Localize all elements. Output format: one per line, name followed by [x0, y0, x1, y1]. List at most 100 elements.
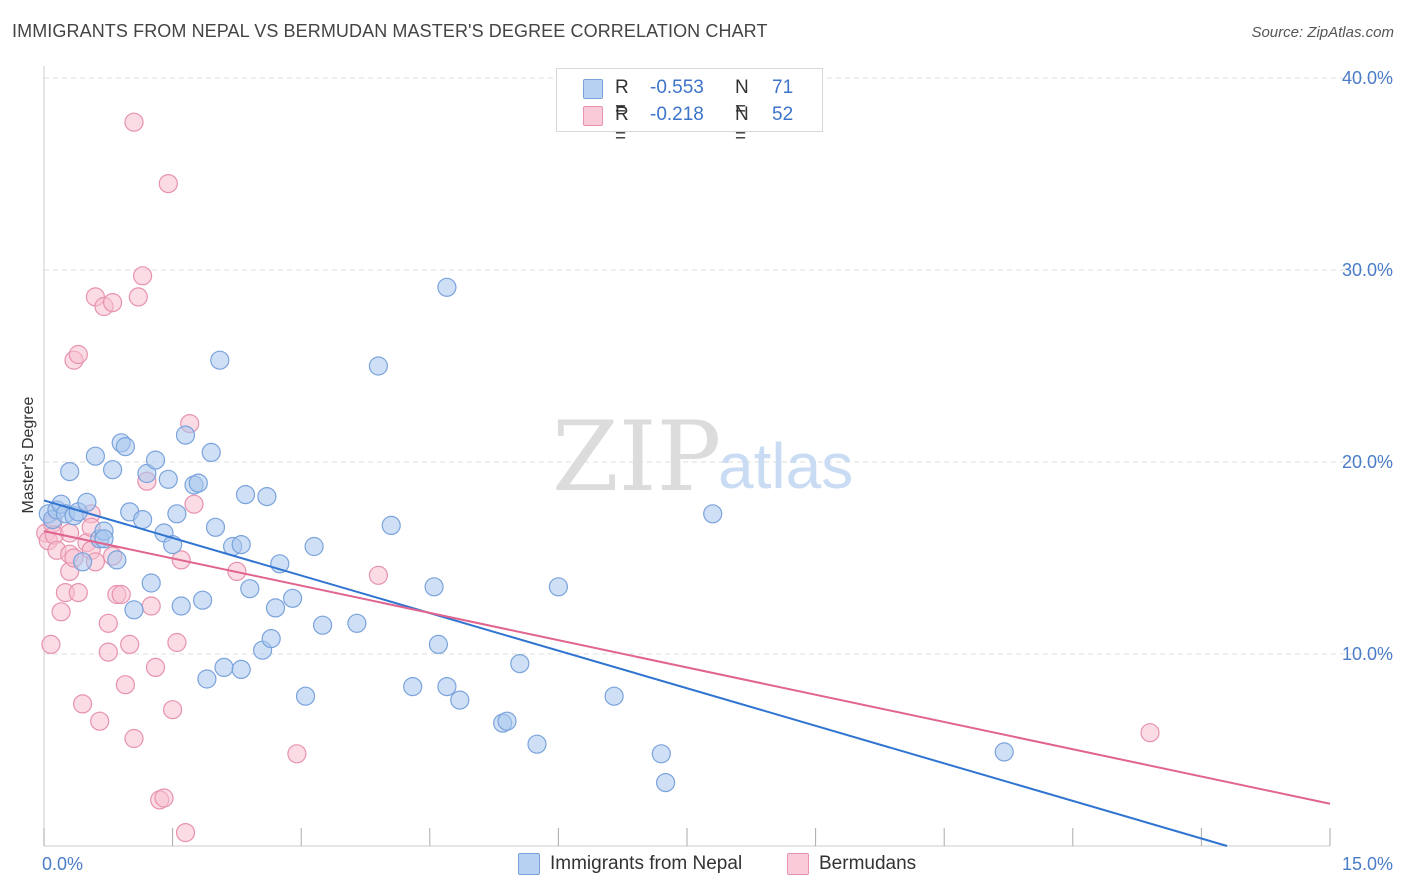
nepal-point: [124, 600, 144, 620]
nepal-point: [231, 534, 251, 555]
bermudans-point: [158, 174, 178, 194]
trend-lines: [43, 499, 1331, 847]
bermudans-point: [115, 675, 136, 695]
bermudans-point: [111, 584, 131, 605]
bermudans-point: [68, 344, 88, 365]
nepal-point: [137, 463, 157, 484]
nepal-point: [651, 744, 671, 764]
nepal-point: [171, 596, 191, 616]
nepal-point: [188, 473, 208, 493]
bermudans-point: [98, 642, 118, 662]
x-tick-label: 0.0%: [42, 854, 83, 874]
bermudans-point: [368, 565, 388, 585]
bermudans-point: [120, 634, 140, 655]
watermark-zip: ZIP: [552, 401, 721, 513]
nepal-point: [655, 772, 676, 793]
nepal-point: [510, 653, 530, 674]
bottom-legend-swatch-bermudans: [787, 853, 809, 875]
x-tick-label: 15.0%: [1342, 854, 1393, 874]
nepal-point: [141, 573, 161, 593]
legend-r-label: R =: [615, 77, 629, 120]
legend-n-label: N =: [735, 104, 749, 147]
bermudans-point: [167, 632, 187, 653]
nepal-point: [107, 550, 127, 570]
legend-r-value: -0.218: [650, 104, 704, 125]
bermudans-point: [154, 788, 174, 808]
nepal-point: [450, 690, 470, 710]
legend-swatch-bermudans: [583, 106, 603, 126]
bermudans-point: [98, 613, 118, 633]
nepal-point: [304, 536, 324, 557]
nepal-point: [347, 613, 367, 633]
nepal-point: [548, 577, 569, 597]
bermudans-point: [145, 657, 166, 678]
nepal-point: [205, 517, 226, 537]
bermudans-point: [124, 112, 144, 132]
nepal-point: [428, 634, 448, 655]
nepal-point: [265, 598, 286, 618]
nepal-point: [261, 628, 281, 649]
watermark-atlas: atlas: [718, 430, 853, 502]
bermudans-point: [60, 523, 80, 543]
bermudans-point: [133, 266, 153, 286]
bermudans-point: [287, 744, 307, 764]
trend-line-bermudans: [43, 530, 1331, 805]
nepal-point: [72, 552, 93, 572]
bottom-legend-label-bermudans: Bermudans: [819, 853, 917, 874]
bermudans-point: [141, 596, 161, 616]
y-tick-label: 40.0%: [1342, 68, 1393, 88]
bermudans-point: [102, 293, 123, 313]
nepal-point: [133, 509, 153, 530]
nepal-point: [60, 462, 80, 482]
nepal-point: [437, 277, 457, 297]
legend-n-value: 52: [772, 104, 794, 125]
legend-n-value: 71: [772, 77, 794, 98]
y-tick-label: 20.0%: [1342, 452, 1393, 472]
nepal-point: [368, 356, 388, 376]
tick-labels: 10.0% 20.0% 30.0% 40.0% 0.0% 15.0%: [42, 68, 1393, 874]
legend-swatch-nepal: [583, 79, 603, 99]
y-tick-label: 30.0%: [1342, 260, 1393, 280]
nepal-point: [77, 492, 97, 512]
nepal-point: [214, 657, 234, 678]
nepal-point: [102, 460, 123, 480]
nepal-point: [527, 734, 547, 754]
series-bermudans-points: [36, 112, 1160, 843]
bottom-legend-swatch-nepal: [518, 853, 540, 875]
nepal-point: [145, 450, 166, 470]
nepal-point: [257, 487, 277, 507]
nepal-point: [158, 469, 178, 489]
correlation-legend: R = -0.553 N = 71 R = -0.218 N = 52: [556, 68, 823, 147]
nepal-point: [85, 446, 106, 466]
bermudans-point: [124, 728, 144, 749]
gridlines: [44, 77, 1392, 655]
nepal-point: [167, 504, 187, 524]
trend-line-nepal: [43, 499, 1228, 847]
bermudans-point: [128, 287, 148, 307]
nepal-point: [235, 485, 256, 505]
nepal-point: [497, 711, 517, 731]
chart-title: IMMIGRANTS FROM NEPAL VS BERMUDAN MASTER…: [12, 21, 768, 41]
nepal-point: [703, 504, 723, 524]
nepal-point: [381, 515, 401, 536]
bermudans-point: [184, 494, 204, 514]
nepal-point: [115, 437, 136, 457]
nepal-point: [283, 588, 303, 608]
nepal-point: [175, 425, 196, 445]
nepal-point: [193, 590, 213, 610]
legend-n-label: N =: [735, 77, 749, 120]
source-label: Source: ZipAtlas.com: [1251, 24, 1394, 41]
nepal-point: [210, 350, 230, 370]
bermudans-point: [90, 711, 110, 731]
nepal-point: [295, 686, 316, 706]
y-tick-label: 10.0%: [1342, 644, 1393, 664]
bermudans-point: [41, 634, 61, 655]
nepal-point: [231, 659, 251, 680]
nepal-point: [197, 669, 217, 689]
nepal-point: [604, 686, 624, 706]
nepal-point: [994, 742, 1014, 762]
legend-r-label: R =: [615, 104, 629, 147]
nepal-point: [313, 615, 333, 635]
nepal-point: [201, 442, 221, 462]
nepal-point: [240, 579, 260, 599]
